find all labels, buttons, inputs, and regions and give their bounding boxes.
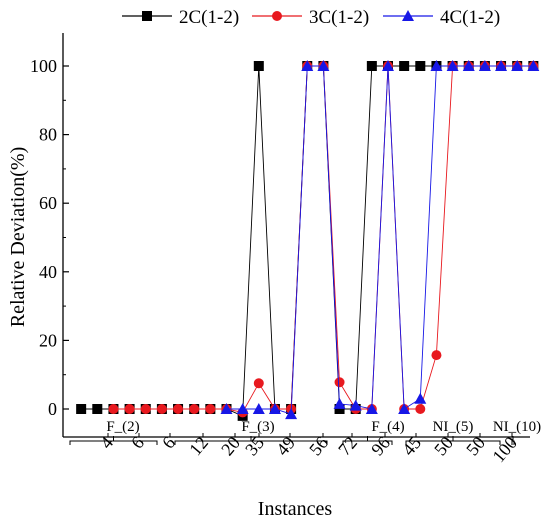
legend-item: 3C(1-2)	[252, 7, 369, 28]
data-point	[478, 60, 491, 71]
y-tick-label: 20	[39, 330, 57, 350]
y-tick-label: 100	[30, 56, 57, 76]
data-point	[430, 60, 443, 71]
data-point	[511, 60, 524, 71]
data-point	[415, 61, 426, 71]
series-line	[113, 65, 534, 413]
data-point	[334, 377, 345, 388]
legend-label: 2C(1-2)	[179, 7, 239, 28]
data-point	[382, 60, 394, 71]
x-tick-label: 6	[127, 433, 148, 453]
data-point	[399, 61, 410, 71]
data-point	[140, 404, 151, 414]
group-bracket	[69, 436, 158, 445]
series-1	[76, 61, 539, 421]
x-tick-label: 4	[96, 433, 117, 453]
data-point	[252, 403, 265, 414]
data-point	[398, 403, 411, 414]
series-3	[220, 60, 540, 420]
data-point	[414, 392, 427, 404]
group-brackets: F_(2) F_(3) F_(4) NI_(5) NI_(10)	[69, 419, 541, 445]
group-bracket	[405, 436, 501, 445]
y-tick-label: 60	[39, 193, 57, 213]
group-bracket	[511, 436, 515, 445]
legend: 2C(1-2) 3C(1-2) 4C(1-2)	[122, 7, 500, 28]
data-point	[205, 404, 216, 414]
group-label: NI_(10)	[493, 419, 541, 435]
data-point	[189, 404, 200, 414]
group-label: NI_(5)	[433, 419, 474, 435]
group-bracket	[174, 436, 328, 445]
series-layer	[76, 60, 540, 421]
data-point	[495, 60, 508, 71]
data-point	[365, 403, 378, 414]
group-label: F_(3)	[241, 419, 274, 435]
data-point	[527, 60, 540, 71]
y-tick-label: 0	[48, 399, 57, 419]
data-point	[253, 61, 264, 71]
series-line	[81, 65, 534, 417]
axes	[62, 33, 530, 438]
data-point	[92, 404, 103, 414]
data-point	[446, 60, 459, 71]
data-point	[124, 404, 135, 414]
y-axis-title: Relative Deviation(%)	[7, 147, 29, 328]
data-point	[236, 403, 249, 414]
data-point	[253, 378, 264, 389]
y-tick-label: 40	[39, 262, 57, 282]
data-point	[366, 61, 377, 71]
legend-label: 4C(1-2)	[440, 7, 500, 28]
x-axis-title: Instances	[258, 498, 333, 520]
x-tick-label: 100	[488, 433, 521, 467]
data-point	[301, 60, 314, 71]
data-point	[220, 403, 233, 414]
legend-label: 3C(1-2)	[309, 7, 369, 28]
x-tick-label: 6	[158, 433, 179, 453]
data-point	[333, 397, 346, 409]
data-point	[142, 11, 152, 21]
data-point	[431, 350, 442, 361]
group-label: F_(4)	[371, 419, 404, 435]
data-point	[415, 404, 426, 414]
data-point	[156, 404, 167, 414]
data-point	[173, 404, 184, 414]
data-point	[334, 404, 345, 414]
group-bracket	[342, 436, 393, 445]
group-label: F_(2)	[106, 419, 139, 435]
data-point	[462, 60, 475, 71]
data-point	[317, 60, 330, 71]
y-tick-label: 80	[39, 125, 57, 145]
data-point	[76, 404, 87, 414]
data-point	[268, 403, 281, 414]
data-point	[349, 399, 362, 411]
data-point	[272, 11, 282, 21]
data-point	[108, 404, 119, 414]
data-point	[402, 10, 414, 21]
legend-item: 2C(1-2)	[122, 7, 239, 28]
legend-item: 4C(1-2)	[383, 7, 500, 28]
y-axis-ticks: 0 20 40 60 80 100	[30, 56, 69, 419]
data-point	[285, 408, 298, 420]
series-2	[108, 61, 539, 418]
